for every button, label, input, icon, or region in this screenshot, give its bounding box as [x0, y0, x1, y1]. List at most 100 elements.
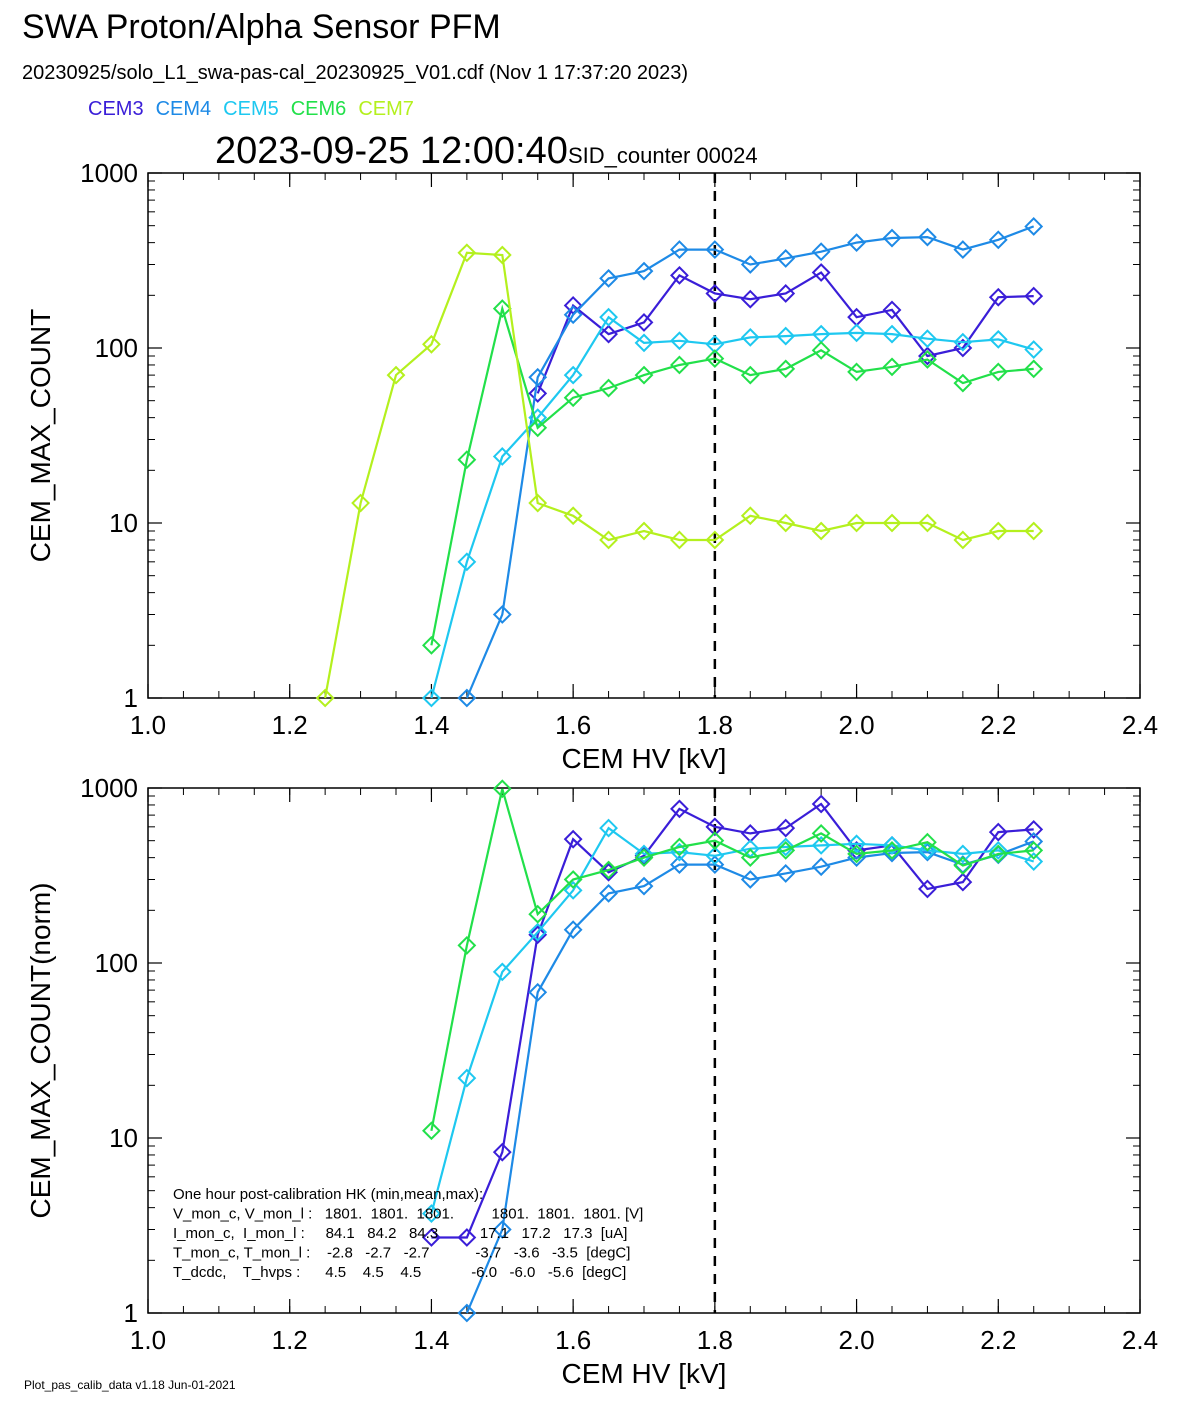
y-tick-label: 1000 — [80, 773, 138, 803]
point-cem4 — [563, 305, 583, 325]
point-cem6 — [847, 362, 866, 382]
point-cem6 — [599, 378, 618, 398]
point-cem3 — [705, 817, 725, 837]
series-line-cem5 — [430, 315, 1035, 699]
point-cem5 — [422, 688, 441, 708]
point-cem4 — [705, 240, 725, 260]
point-cem5 — [457, 552, 477, 572]
point-cem6 — [988, 844, 1008, 864]
y-tick-label: 1 — [124, 683, 138, 713]
series-line-cem3 — [536, 271, 1034, 394]
point-cem3 — [740, 289, 760, 309]
point-cem3 — [776, 818, 796, 838]
point-cem6 — [776, 840, 796, 860]
point-cem7 — [776, 513, 796, 533]
point-cem5 — [776, 837, 796, 857]
point-cem6 — [599, 860, 618, 880]
x-tick-label: 1.4 — [413, 1325, 449, 1355]
sid-counter: SID_counter 00024 — [568, 143, 758, 168]
y-axis-label: CEM_MAX_COUNT — [25, 309, 56, 563]
point-cem3 — [776, 284, 796, 303]
point-cem3 — [1024, 286, 1044, 306]
legend-item-cem5: CEM5 — [223, 98, 279, 120]
hk-summary-box: One hour post-calibration HK (min,mean,m… — [173, 1186, 643, 1281]
point-cem6 — [457, 450, 477, 470]
point-cem5 — [599, 818, 618, 838]
point-cem4 — [776, 864, 796, 883]
x-tick-label: 2.0 — [838, 710, 874, 740]
hk-line: T_mon_c, T_mon_l : -2.8 -2.7 -2.7 -3.7 -… — [173, 1245, 630, 1262]
point-cem6 — [918, 350, 937, 369]
point-cem3 — [705, 284, 725, 303]
point-cem3 — [599, 862, 618, 882]
series-line-cem6 — [430, 788, 1034, 1132]
point-cem3 — [457, 1228, 477, 1247]
point-cem5 — [599, 307, 618, 327]
x-tick-label: 1.2 — [272, 710, 308, 740]
point-cem5 — [705, 334, 725, 354]
point-cem4 — [1024, 832, 1044, 851]
point-cem3 — [811, 794, 831, 814]
point-cem3 — [953, 872, 973, 892]
point-cem3 — [528, 384, 548, 403]
series-line-cem5 — [430, 826, 1035, 1214]
main-title: SWA Proton/Alpha Sensor PFM — [22, 8, 501, 46]
point-cem5 — [740, 327, 760, 347]
point-cem4 — [811, 857, 831, 877]
file-line: 20230925/solo_L1_swa-pas-cal_20230925_V0… — [22, 62, 689, 84]
point-cem4 — [847, 233, 866, 253]
x-tick-label: 1.8 — [697, 1325, 733, 1355]
point-cem7 — [492, 245, 512, 265]
point-cem6 — [953, 373, 973, 393]
point-cem6 — [422, 635, 441, 655]
point-cem3 — [634, 313, 654, 332]
point-cem7 — [705, 530, 725, 550]
point-cem4 — [634, 261, 654, 281]
hk-line: T_dcdc, T_hvps : 4.5 4.5 4.5 -6.0 -6.0 -… — [173, 1264, 626, 1281]
point-cem3 — [599, 324, 618, 344]
point-cem5 — [492, 447, 512, 466]
point-cem6 — [705, 831, 725, 851]
x-tick-label: 2.4 — [1122, 710, 1158, 740]
point-cem6 — [563, 388, 583, 408]
point-cem7 — [882, 513, 902, 533]
point-cem5 — [457, 1068, 477, 1088]
chart-panel-2: 1.0 1.2 1.4 1.6 1.8 2.0 2.2 2.4 1 10 100 1000 CEM HV… — [25, 773, 1158, 1389]
point-cem3 — [918, 346, 937, 366]
x-tick-label: 2.0 — [838, 1325, 874, 1355]
point-cem3 — [811, 263, 831, 282]
point-cem7 — [740, 506, 760, 526]
point-cem4 — [953, 240, 973, 260]
point-cem7 — [847, 513, 866, 533]
point-cem5 — [528, 922, 548, 942]
point-cem5 — [670, 331, 689, 351]
point-cem5 — [776, 326, 796, 346]
point-cem6 — [705, 349, 725, 368]
point-cem7 — [1024, 521, 1044, 541]
point-cem3 — [528, 925, 548, 945]
point-cem5 — [705, 846, 725, 866]
y-tick-label: 10 — [109, 508, 138, 538]
point-cem6 — [776, 359, 796, 379]
x-tick-label: 1.4 — [413, 710, 449, 740]
point-cem4 — [988, 230, 1008, 250]
hk-line: V_mon_c, V_mon_l : 1801. 1801. 1801. 180… — [173, 1206, 643, 1223]
x-tick-label: 1.0 — [130, 1325, 166, 1355]
point-cem7 — [563, 506, 583, 526]
point-cem6 — [811, 340, 831, 360]
hk-line: I_mon_c, I_mon_l : 84.1 84.2 84.3 17.1 1… — [173, 1225, 627, 1242]
series-line-cem6 — [430, 304, 1034, 646]
x-axis-label: CEM HV [kV] — [562, 743, 727, 774]
point-cem7 — [634, 521, 654, 541]
x-tick-label: 1.6 — [555, 1325, 591, 1355]
legend: CEM3 CEM4 CEM5 CEM6 CEM7 — [88, 98, 426, 121]
point-cem5 — [953, 332, 973, 352]
point-cem5 — [953, 844, 973, 864]
point-cem5 — [563, 365, 583, 385]
point-cem6 — [1024, 840, 1044, 860]
point-cem4 — [705, 855, 725, 875]
point-cem6 — [847, 844, 866, 864]
point-cem4 — [1024, 217, 1044, 236]
point-cem7 — [988, 521, 1008, 541]
point-cem5 — [918, 840, 937, 860]
